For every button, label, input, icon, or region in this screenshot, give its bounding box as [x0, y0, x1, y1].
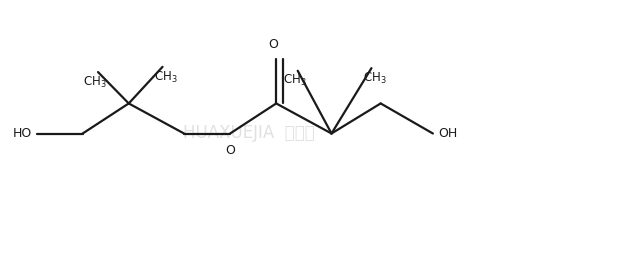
- Text: HO: HO: [12, 127, 32, 140]
- Text: CH$_3$: CH$_3$: [83, 75, 107, 90]
- Text: CH$_3$: CH$_3$: [363, 71, 386, 86]
- Text: O: O: [268, 38, 278, 51]
- Text: OH: OH: [438, 127, 457, 140]
- Text: HUAXUEJIA  化学加: HUAXUEJIA 化学加: [183, 124, 314, 143]
- Text: CH$_3$: CH$_3$: [154, 69, 177, 85]
- Text: O: O: [225, 144, 235, 157]
- Text: CH$_3$: CH$_3$: [283, 73, 306, 88]
